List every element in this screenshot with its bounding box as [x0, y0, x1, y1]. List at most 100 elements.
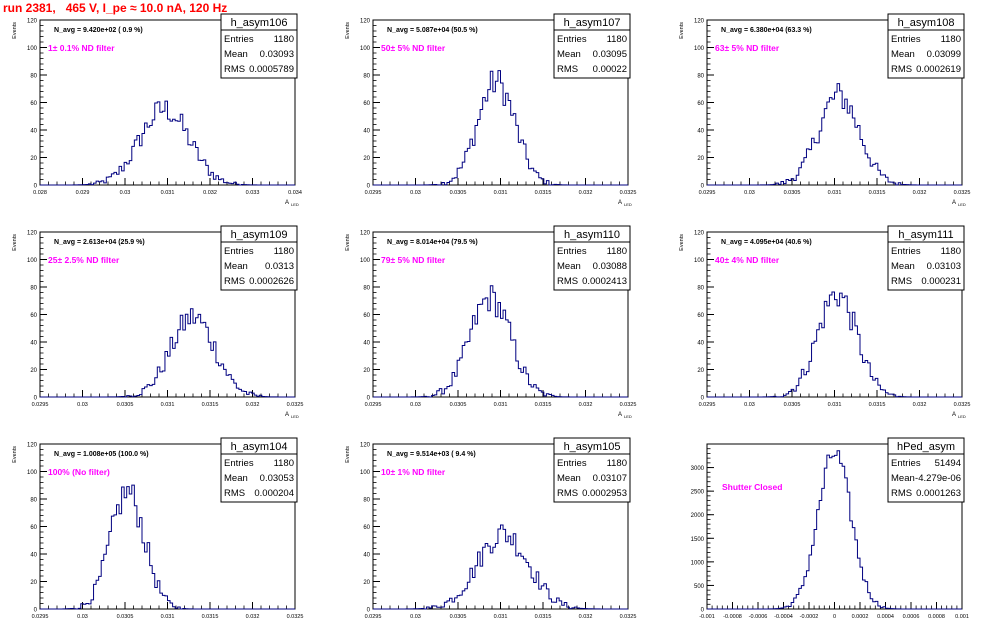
- x-tick-label: -0.0002: [800, 614, 819, 620]
- histogram-h_asym104: 0 20 40 60 80 100 120 0.0295 0.03 0.0305 0.031 0.03…: [12, 437, 304, 620]
- filter-note: 79± 5% ND filter: [381, 255, 446, 265]
- x-tick-label: -0.0008: [723, 614, 742, 620]
- y-tick-label: 40: [30, 553, 37, 559]
- histogram-line: [707, 83, 962, 186]
- stats-title: h_asym106: [231, 17, 288, 29]
- stats-value: 0.00022: [593, 64, 627, 75]
- histogram-line: [707, 291, 962, 398]
- x-tick-label: 0: [833, 614, 836, 620]
- x-tick-label: 0.0325: [620, 614, 637, 620]
- y-tick-label: 20: [697, 368, 704, 374]
- x-tick-label: 0.031: [828, 190, 842, 196]
- filter-note: 100% (No filter): [48, 467, 110, 477]
- n-avg-label: N_avg = 6.380e+04 (63.3 %): [721, 27, 812, 34]
- x-tick-label: 0.031: [494, 402, 508, 408]
- x-tick-label: 0.0008: [928, 614, 945, 620]
- x-tick-label: 0.0315: [535, 190, 552, 196]
- y-tick-label: 100: [27, 470, 38, 476]
- filter-note: Shutter Closed: [722, 482, 782, 492]
- filter-note: 63± 5% ND filter: [715, 43, 780, 53]
- x-axis-label-sub: LED: [958, 202, 966, 207]
- histogram-h_asym105: 0 20 40 60 80 100 120 0.0295 0.03 0.0305 0.031 0.03…: [345, 437, 637, 620]
- n-avg-label: N_avg = 5.087e+04 (50.5 %): [387, 27, 478, 34]
- histogram-line: [707, 450, 962, 610]
- y-tick-label: 40: [697, 129, 704, 135]
- y-tick-label: 100: [360, 46, 371, 52]
- stats-value: 0.03107: [593, 473, 627, 484]
- y-tick-label: 80: [30, 286, 37, 292]
- x-tick-label: 0.031: [494, 190, 508, 196]
- x-tick-label: 0.0315: [869, 402, 886, 408]
- stats-value: 1180: [941, 34, 961, 45]
- y-tick-label: 20: [363, 580, 370, 586]
- histogram-h_asym107: 0 20 40 60 80 100 120 0.0295 0.03 0.0305 0.031 0.03…: [345, 13, 637, 207]
- x-axis-label-sub: LED: [291, 414, 299, 419]
- histogram-line: [373, 70, 628, 186]
- x-tick-label: 0.032: [246, 402, 260, 408]
- x-tick-label: 0.0295: [699, 190, 716, 196]
- n-avg-label: N_avg = 1.008e+05 (100.0 %): [54, 451, 149, 458]
- stats-label: Mean: [557, 473, 581, 484]
- x-tick-label: 0.03: [410, 190, 421, 196]
- stats-label: Entries: [891, 246, 921, 257]
- x-tick-label: 0.0325: [620, 190, 637, 196]
- stats-box: [220, 437, 298, 503]
- histogram-hPed_asym: 0 500 1000 1500 2000 2500 3000 -0.001 -0.0008 -0.…: [691, 437, 969, 620]
- y-tick-label: 100: [694, 46, 705, 52]
- filter-note: 10± 1% ND filter: [381, 467, 446, 477]
- y-tick-label: 0: [701, 184, 705, 190]
- y-tick-label: 1500: [691, 537, 705, 543]
- stats-title: h_asym104: [231, 441, 288, 453]
- stats-label: RMS: [224, 64, 245, 75]
- x-tick-label: 0.0325: [287, 614, 304, 620]
- histogram-h_asym106: 0 20 40 60 80 100 120 0.028 0.029 0.03 0.031 0.032 0…: [12, 13, 302, 207]
- stats-label: Mean: [557, 261, 581, 272]
- stats-value: 0.0001263: [916, 488, 961, 499]
- x-tick-label: 0.032: [579, 614, 593, 620]
- stats-box: [220, 13, 298, 79]
- stats-title: h_asym107: [564, 17, 621, 29]
- x-tick-label: -0.001: [699, 614, 715, 620]
- stats-label: Entries: [557, 246, 587, 257]
- y-tick-label: 120: [694, 19, 705, 25]
- stats-value: 0.0002626: [249, 276, 294, 287]
- x-axis-label: A: [952, 412, 956, 418]
- x-tick-label: 0.033: [246, 190, 260, 196]
- y-tick-label: 20: [30, 580, 37, 586]
- stats-title: hPed_asym: [897, 441, 955, 453]
- stats-value: 0.0002953: [582, 488, 627, 499]
- x-tick-label: 0.0315: [869, 190, 886, 196]
- y-tick-label: 0: [34, 608, 38, 614]
- y-tick-label: 60: [363, 101, 370, 107]
- histogram-line: [40, 308, 295, 398]
- stats-label: RMS: [557, 64, 578, 75]
- x-tick-label: 0.0305: [450, 614, 467, 620]
- x-tick-label: 0.031: [161, 614, 175, 620]
- y-tick-label: 60: [30, 313, 37, 319]
- x-tick-label: 0.0004: [877, 614, 894, 620]
- n-avg-label: N_avg = 9.420e+02 ( 0.9 %): [54, 27, 143, 34]
- x-axis-label-sub: LED: [958, 414, 966, 419]
- y-tick-label: 80: [363, 286, 370, 292]
- stats-value: 0.000204: [254, 488, 294, 499]
- stats-label: RMS: [224, 276, 245, 287]
- y-tick-label: 60: [697, 101, 704, 107]
- y-tick-label: 100: [360, 258, 371, 264]
- histogram-line: [373, 285, 628, 398]
- y-tick-label: 40: [363, 553, 370, 559]
- x-tick-label: 0.032: [913, 402, 927, 408]
- x-tick-label: 0.03: [120, 190, 131, 196]
- x-tick-label: 0.0295: [32, 402, 49, 408]
- x-tick-label: 0.0325: [954, 190, 971, 196]
- y-tick-label: 1000: [691, 560, 705, 566]
- y-tick-label: 20: [697, 156, 704, 162]
- x-axis-label: A: [952, 200, 956, 206]
- x-axis-label: A: [285, 200, 289, 206]
- y-tick-label: 120: [694, 231, 705, 237]
- stats-title: h_asym110: [564, 229, 620, 241]
- stats-value: 0.000231: [921, 276, 961, 287]
- y-tick-label: 100: [694, 258, 705, 264]
- y-tick-label: 80: [363, 498, 370, 504]
- x-tick-label: 0.03: [77, 402, 88, 408]
